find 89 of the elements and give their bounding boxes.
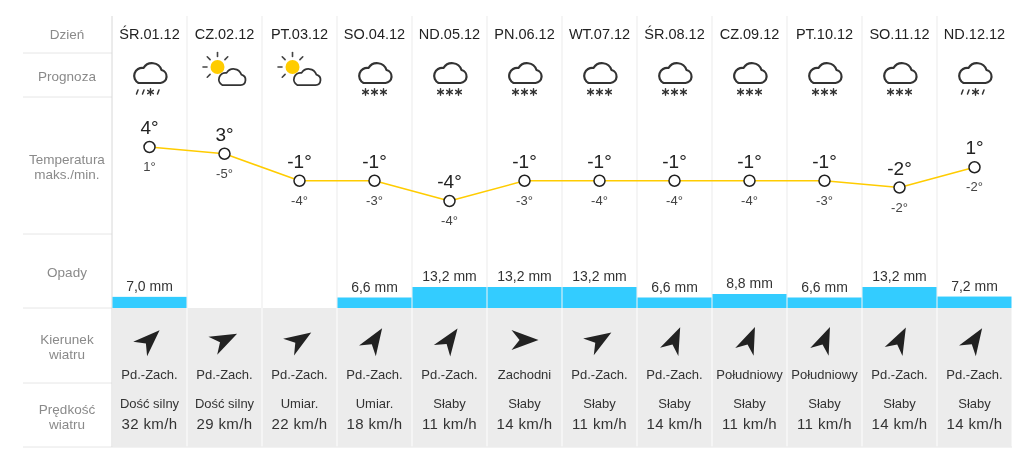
data-label: 6,6 mm xyxy=(801,278,848,295)
data-label: 13,2 mm xyxy=(422,268,477,284)
data-label: 13,2 mm xyxy=(572,268,627,284)
data-label: 6,6 mm xyxy=(351,278,398,295)
x-axis-title: Dzień xyxy=(49,26,85,42)
x-tick-label: CZ.09.12 xyxy=(719,26,780,42)
x-tick-label: ŚR.01.12 xyxy=(119,25,180,42)
data-label: -4° xyxy=(437,171,462,192)
annotation: -2° xyxy=(891,199,908,215)
annotation: -3° xyxy=(366,192,383,208)
data-label: 22 km/h xyxy=(271,414,328,432)
text: Pd.-Zach. xyxy=(571,366,628,382)
x-tick-label: SO.11.12 xyxy=(869,26,930,42)
data-label: 14 km/h xyxy=(871,414,928,432)
data-label: 11 km/h xyxy=(571,414,628,432)
data-label: 7,0 mm xyxy=(126,277,173,294)
text: Południowy xyxy=(791,366,859,382)
text: Pd.-Zach. xyxy=(196,366,253,382)
data-label: 4° xyxy=(140,117,159,138)
data-label: -1° xyxy=(812,150,837,172)
x-tick-label: WT.07.12 xyxy=(568,26,631,42)
annotation: -4° xyxy=(741,192,758,208)
text: Prędkość wiatru xyxy=(38,401,96,431)
y-axis-title: Opady xyxy=(47,264,88,280)
x-tick-label: PT.03.12 xyxy=(270,26,329,42)
data-label: 14 km/h xyxy=(946,414,1003,432)
text: Słaby xyxy=(658,395,692,411)
annotation: -4° xyxy=(591,192,608,208)
data-label: 13,2 mm xyxy=(497,268,552,284)
text: -4° xyxy=(441,213,458,228)
text: Kierunek wiatru xyxy=(40,331,94,361)
data-label: 18 km/h xyxy=(346,414,403,432)
data-label: -1° xyxy=(287,150,312,172)
data-label: 14 km/h xyxy=(496,414,553,432)
data-label: 8,8 mm xyxy=(726,275,773,291)
data-label: 32 km/h xyxy=(121,414,178,432)
data-label: -1° xyxy=(362,150,387,172)
x-tick-label: ND.05.12 xyxy=(418,26,481,42)
annotation: -4° xyxy=(291,192,308,208)
x-tick-label: ŚR.08.12 xyxy=(644,25,705,42)
data-label: 1° xyxy=(965,137,984,159)
text: Słaby xyxy=(883,395,917,411)
text: Pd.-Zach. xyxy=(121,366,178,382)
text: Pd.-Zach. xyxy=(946,366,1003,382)
text: Słaby xyxy=(958,395,992,411)
annotation: 1° xyxy=(143,159,156,174)
y-axis-title: Temperatura maks./min. xyxy=(29,151,106,181)
data-label: -1° xyxy=(587,150,612,172)
data-label: 14 km/h xyxy=(646,414,703,432)
bar xyxy=(112,296,187,308)
annotation: -3° xyxy=(816,192,833,208)
text: Umiar. xyxy=(355,395,394,411)
text: Zachodni xyxy=(497,366,552,382)
text: Dość silny xyxy=(194,395,255,411)
data-label: -2° xyxy=(887,157,912,179)
text: Słaby xyxy=(433,395,467,411)
x-tick-label: ND.12.12 xyxy=(943,26,1006,42)
data-label: 13,2 mm xyxy=(872,268,927,284)
x-tick-label: PN.06.12 xyxy=(494,26,555,42)
data-label: 7,2 mm xyxy=(951,277,998,294)
text: Prognoza xyxy=(38,68,97,84)
annotation: -5° xyxy=(216,165,233,181)
text: Słaby xyxy=(808,395,842,411)
text: Pd.-Zach. xyxy=(346,366,403,382)
data-label: 6,6 mm xyxy=(651,278,698,295)
text: Słaby xyxy=(508,395,542,411)
x-tick-label: PT.10.12 xyxy=(795,26,854,42)
data-label: 29 km/h xyxy=(196,414,253,432)
data-label: 11 km/h xyxy=(721,414,778,432)
annotation: -2° xyxy=(966,179,983,195)
text: Pd.-Zach. xyxy=(271,366,328,382)
data-label: 3° xyxy=(215,123,234,145)
text: Pd.-Zach. xyxy=(646,366,703,382)
data-label: -1° xyxy=(737,150,762,172)
text: Umiar. xyxy=(280,395,319,411)
text: Słaby xyxy=(733,395,767,411)
data-label: 11 km/h xyxy=(796,414,853,432)
text: Pd.-Zach. xyxy=(871,366,928,382)
x-tick-label: SO.04.12 xyxy=(343,26,406,42)
annotation: -3° xyxy=(516,192,533,208)
x-tick-label: CZ.02.12 xyxy=(194,26,255,42)
data-label: -1° xyxy=(512,150,537,172)
text: Południowy xyxy=(716,366,784,382)
annotation: -4° xyxy=(666,192,683,208)
text: Pd.-Zach. xyxy=(421,366,478,382)
text: Dość silny xyxy=(119,395,180,411)
data-label: -1° xyxy=(662,150,687,172)
data-label: 11 km/h xyxy=(421,414,478,432)
text: Słaby xyxy=(583,395,617,411)
